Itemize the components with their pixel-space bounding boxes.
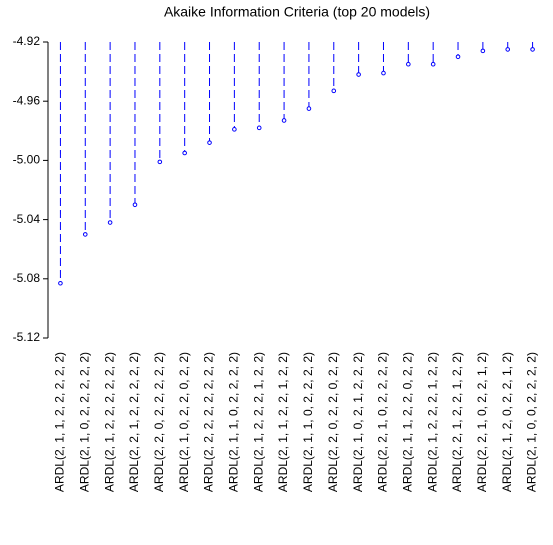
marker [331, 88, 337, 94]
x-tick-label: ARDL(2, 2, 0, 2, 2, 2, 2, 2) [152, 352, 166, 492]
marker [356, 72, 361, 77]
marker [256, 125, 262, 131]
x-tick-label: ARDL(2, 2, 1, 0, 2, 2, 2, 2) [376, 352, 390, 492]
x-tick-label: ARDL(2, 2, 1, 2, 2, 2, 2, 2) [127, 352, 141, 492]
x-tick-label: ARDL(2, 2, 2, 2, 2, 2, 2, 2) [202, 352, 216, 492]
marker [182, 150, 187, 156]
y-tick-label: -5.04 [13, 212, 41, 226]
marker [430, 61, 436, 67]
x-tick-label: ARDL(2, 1, 2, 0, 2, 2, 1, 2) [500, 352, 514, 492]
x-tick-label: ARDL(2, 1, 1, 2, 2, 1, 2, 2) [276, 352, 290, 492]
y-tick-label: -5.08 [13, 271, 41, 285]
marker [58, 280, 63, 286]
marker [207, 140, 212, 145]
x-tick-label: ARDL(2, 1, 2, 2, 2, 1, 2, 2) [425, 352, 439, 492]
x-tick-label: ARDL(2, 2, 1, 0, 2, 2, 1, 2) [475, 352, 489, 492]
x-tick-label: ARDL(2, 1, 2, 2, 2, 2, 2, 2) [102, 352, 116, 492]
marker [530, 47, 535, 52]
marker [232, 127, 237, 132]
marker [281, 118, 287, 123]
marker [505, 47, 511, 52]
y-tick-label: -5.12 [13, 330, 41, 344]
marker [107, 220, 113, 225]
y-tick-label: -4.92 [13, 34, 41, 48]
marker [132, 202, 138, 208]
y-tick-label: -4.96 [13, 93, 41, 107]
marker [82, 232, 88, 237]
x-tick-label: ARDL(2, 2, 0, 2, 2, 0, 2, 2) [326, 352, 340, 492]
x-tick-label: ARDL(2, 1, 1, 0, 2, 2, 2, 2) [301, 352, 315, 492]
x-tick-label: ARDL(2, 1, 2, 2, 2, 1, 2, 2) [251, 352, 265, 492]
marker [157, 159, 163, 165]
x-tick-label: ARDL(2, 1, 0, 2, 1, 2, 2, 2) [351, 352, 365, 492]
x-tick-label: ARDL(2, 2, 1, 2, 2, 1, 2, 2) [450, 352, 464, 492]
marker [455, 54, 461, 60]
marker [480, 48, 486, 54]
x-tick-label: ARDL(2, 1, 1, 2, 2, 2, 2, 2) [53, 352, 67, 492]
x-tick-label: ARDL(2, 1, 1, 2, 2, 0, 2, 2) [400, 352, 414, 492]
marker [306, 106, 312, 111]
x-tick-label: ARDL(2, 1, 0, 0, 2, 2, 2, 2) [525, 352, 539, 492]
y-tick-label: -5.00 [13, 153, 41, 167]
marker [381, 70, 386, 76]
x-tick-label: ARDL(2, 1, 0, 2, 2, 0, 2, 2) [177, 352, 191, 492]
x-tick-label: ARDL(2, 1, 0, 2, 2, 2, 2, 2) [77, 352, 91, 492]
x-tick-label: ARDL(2, 1, 1, 0, 2, 2, 2, 2) [227, 352, 241, 492]
marker [406, 61, 411, 67]
chart-title: Akaike Information Criteria (top 20 mode… [164, 4, 430, 20]
